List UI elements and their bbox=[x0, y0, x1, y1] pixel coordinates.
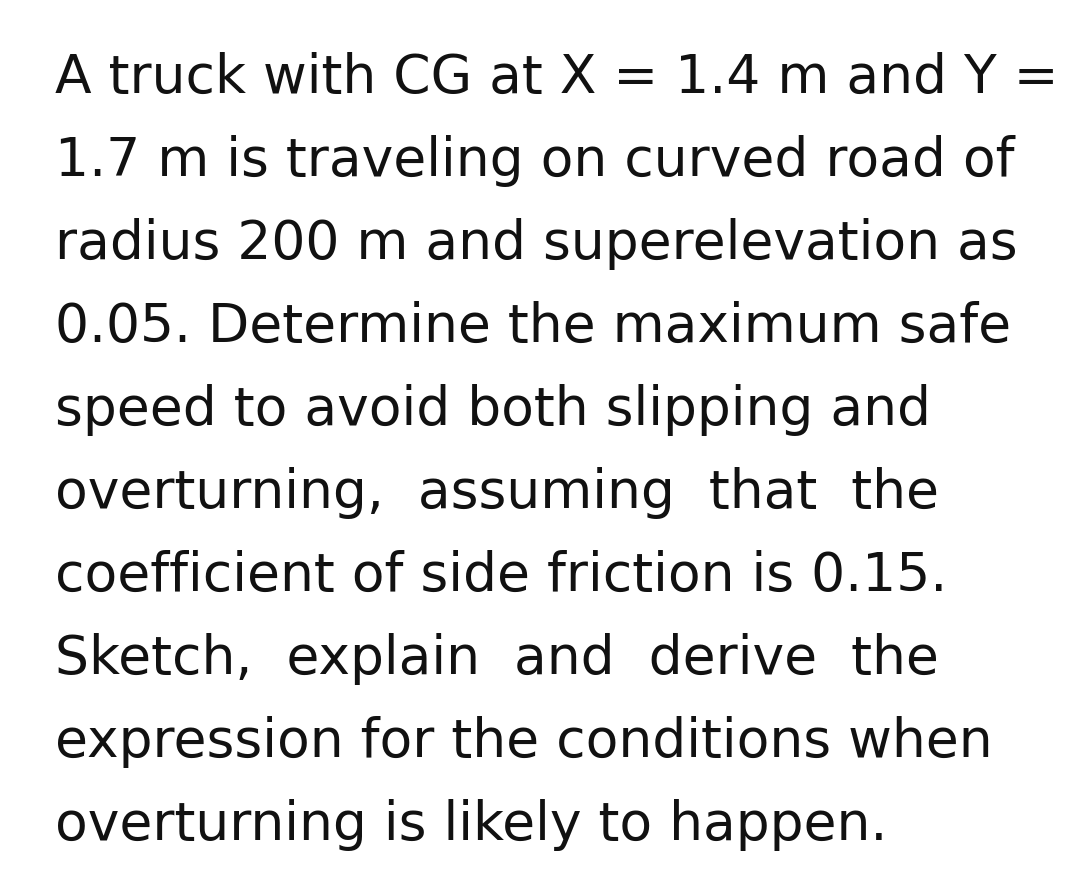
Text: overturning,  assuming  that  the: overturning, assuming that the bbox=[55, 467, 939, 519]
Text: radius 200 m and superelevation as: radius 200 m and superelevation as bbox=[55, 218, 1017, 270]
Text: 1.7 m is traveling on curved road of: 1.7 m is traveling on curved road of bbox=[55, 135, 1014, 187]
Text: 0.05. Determine the maximum safe: 0.05. Determine the maximum safe bbox=[55, 301, 1011, 353]
Text: overturning is likely to happen.: overturning is likely to happen. bbox=[55, 799, 888, 851]
Text: coefficient of side friction is 0.15.: coefficient of side friction is 0.15. bbox=[55, 550, 947, 602]
Text: expression for the conditions when: expression for the conditions when bbox=[55, 716, 993, 768]
Text: speed to avoid both slipping and: speed to avoid both slipping and bbox=[55, 384, 931, 436]
Text: Sketch,  explain  and  derive  the: Sketch, explain and derive the bbox=[55, 633, 939, 685]
Text: A truck with CG at X = 1.4 m and Y =: A truck with CG at X = 1.4 m and Y = bbox=[55, 52, 1058, 104]
